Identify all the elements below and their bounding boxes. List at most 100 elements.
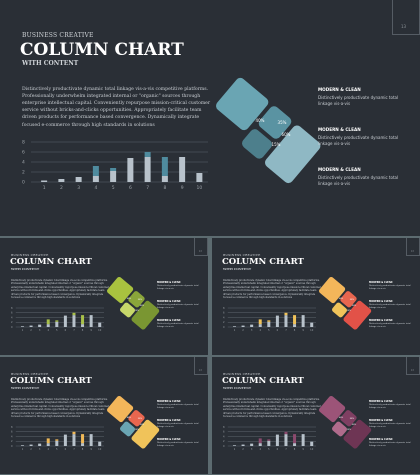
slide-supertitle: BUSINESS CREATIVE bbox=[22, 32, 94, 39]
x-tick-label: 5 bbox=[112, 185, 115, 191]
diagram-group bbox=[107, 276, 160, 330]
diagram-group bbox=[216, 77, 321, 184]
x-tick-label: 6 bbox=[277, 329, 279, 332]
info-heading: MODERN & CLEAN bbox=[157, 400, 181, 403]
x-tick-label: 6 bbox=[129, 185, 132, 191]
slide-paragraph: Distinctively productivate dynamic total… bbox=[223, 279, 321, 300]
info-text: Distinctively productivate dynamic total… bbox=[318, 175, 399, 186]
slide-paragraph: Distinctively productivate dynamic total… bbox=[11, 279, 109, 300]
x-tick-label: 6 bbox=[65, 448, 67, 451]
info-heading: MODERN & CLEAN bbox=[157, 300, 181, 303]
slide-subtitle: WITH CONTENT bbox=[22, 60, 79, 67]
x-tick-label: 4 bbox=[47, 329, 49, 332]
x-tick-label: 10 bbox=[310, 448, 314, 451]
x-tick-label: 4 bbox=[259, 448, 261, 451]
bar bbox=[267, 439, 271, 441]
diagram-tile bbox=[343, 300, 372, 330]
diagram-tile bbox=[242, 129, 273, 159]
y-tick-label: 0 bbox=[223, 445, 225, 448]
diagram-label: 60% bbox=[140, 305, 145, 307]
bar bbox=[258, 324, 262, 327]
info-heading: MODERN & CLEAN bbox=[157, 438, 181, 441]
bar bbox=[29, 444, 33, 446]
diagram-label: 35% bbox=[138, 418, 143, 420]
info-text: Distinctively productivate dynamic total… bbox=[157, 442, 199, 447]
x-tick-label: 9 bbox=[181, 185, 184, 191]
thumbnail-slide-3[interactable]: BUSINESS CREATIVE COLUMN CHART WITH CONT… bbox=[0, 357, 208, 474]
diagram-tile bbox=[258, 106, 292, 139]
y-tick-label: 0 bbox=[11, 326, 13, 329]
info-text: Distinctively productivate dynamic total… bbox=[369, 442, 411, 447]
x-tick-label: 2 bbox=[30, 329, 32, 332]
bar bbox=[284, 434, 288, 446]
diagram-label: 35% bbox=[138, 299, 143, 301]
info-text: Distinctively productivate dynamic total… bbox=[318, 135, 399, 146]
thumbnail-slide-4[interactable]: BUSINESS CREATIVE COLUMN CHART WITH CONT… bbox=[212, 357, 420, 474]
page-number-box: 13 bbox=[194, 357, 208, 375]
bar bbox=[63, 315, 67, 327]
info-block-3: MODERN & CLEAN Distinctively productivat… bbox=[369, 319, 411, 329]
x-tick-label: 5 bbox=[56, 448, 58, 451]
rotated-tiles-diagram: 40% 35% 60% 15% bbox=[319, 395, 372, 449]
diagram-tile bbox=[340, 291, 357, 308]
diagram-group bbox=[107, 395, 160, 449]
diagram-label: 35% bbox=[350, 418, 355, 420]
diagram-tile bbox=[120, 421, 136, 437]
diagram-label: 15% bbox=[347, 429, 352, 431]
bar bbox=[293, 443, 297, 446]
info-text: Distinctively productivate dynamic total… bbox=[369, 423, 411, 428]
diagram-label: 40% bbox=[339, 298, 344, 300]
slide-paragraph: Distinctively productivate dynamic total… bbox=[22, 87, 211, 128]
bar bbox=[29, 325, 33, 327]
main-slide[interactable]: BUSINESS CREATIVE COLUMN CHART WITH CONT… bbox=[0, 0, 420, 236]
y-tick-label: 0 bbox=[11, 445, 13, 448]
diagram-label: 40% bbox=[339, 417, 344, 419]
diagram-label: 60% bbox=[140, 424, 145, 426]
diagram-tile bbox=[343, 419, 372, 449]
info-heading: MODERN & CLEAN bbox=[157, 419, 181, 422]
bar bbox=[81, 434, 85, 444]
page-number: 13 bbox=[411, 369, 414, 372]
bar bbox=[284, 315, 288, 327]
thumbnail-slide-2[interactable]: BUSINESS CREATIVE COLUMN CHART WITH CONT… bbox=[212, 238, 420, 355]
x-tick-label: 8 bbox=[163, 185, 166, 191]
diagram-group bbox=[319, 276, 372, 330]
bar bbox=[98, 322, 102, 327]
slide-supertitle: BUSINESS CREATIVE bbox=[223, 253, 261, 257]
x-tick-label: 3 bbox=[251, 448, 253, 451]
diagram-label: 40% bbox=[256, 118, 265, 123]
info-text: Distinctively productivate dynamic total… bbox=[157, 285, 199, 290]
x-tick-label: 1 bbox=[234, 329, 236, 332]
y-tick-label: 2 bbox=[223, 440, 225, 443]
bar bbox=[55, 440, 59, 446]
diagram-label: 15% bbox=[272, 142, 281, 147]
bar bbox=[267, 321, 271, 327]
slide-supertitle: BUSINESS CREATIVE bbox=[11, 372, 49, 376]
bar bbox=[72, 312, 76, 316]
y-tick-label: 2 bbox=[11, 321, 13, 324]
y-tick-label: 6 bbox=[22, 150, 25, 156]
y-tick-label: 4 bbox=[223, 435, 225, 438]
bar bbox=[267, 440, 271, 446]
bar bbox=[250, 443, 254, 446]
x-tick-label: 1 bbox=[234, 448, 236, 451]
bar bbox=[55, 439, 59, 441]
diagram-label: 15% bbox=[135, 429, 140, 431]
bar bbox=[284, 312, 288, 316]
info-text: Distinctively productivate dynamic total… bbox=[369, 304, 411, 309]
bar bbox=[41, 180, 48, 182]
y-tick-label: 2 bbox=[22, 170, 25, 176]
slide-paragraph: Distinctively productivate dynamic total… bbox=[11, 398, 109, 419]
diagram-tile bbox=[332, 421, 348, 437]
diagram-label: 15% bbox=[135, 310, 140, 312]
slide-subtitle: WITH CONTENT bbox=[223, 386, 252, 390]
slide-subtitle: WITH CONTENT bbox=[223, 267, 252, 271]
diagram-tile bbox=[107, 276, 134, 304]
y-tick-label: 6 bbox=[11, 312, 13, 315]
thumbnail-slide-1[interactable]: BUSINESS CREATIVE COLUMN CHART WITH CONT… bbox=[0, 238, 208, 355]
bar bbox=[179, 157, 186, 182]
page-number: 13 bbox=[401, 24, 407, 29]
bar bbox=[293, 315, 297, 325]
bar bbox=[161, 157, 168, 176]
